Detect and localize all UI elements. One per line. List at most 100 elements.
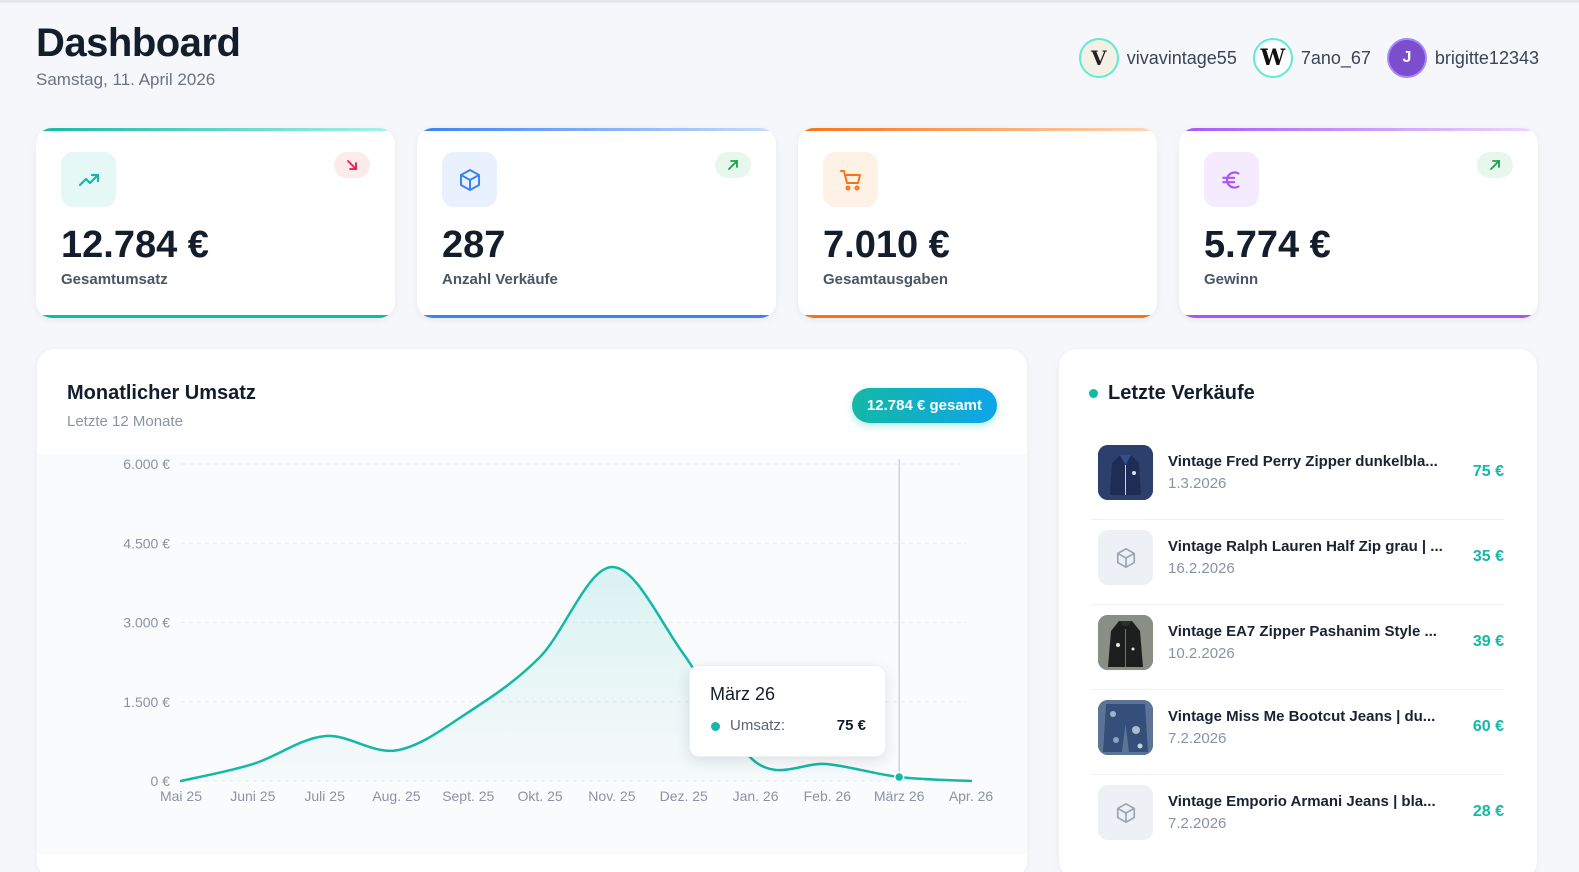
recent-sales-card: Letzte Verkäufe Vintage Fred Perry Zippe… xyxy=(1059,349,1537,872)
status-dot-icon xyxy=(1089,389,1098,398)
sale-name: Vintage Miss Me Bootcut Jeans | du... xyxy=(1168,708,1436,725)
box-icon xyxy=(442,152,497,207)
kpi-card-profit[interactable]: 5.774 € Gewinn xyxy=(1179,128,1538,318)
initial-avatar: J xyxy=(1386,38,1427,78)
kpi-value: 5.774 € xyxy=(1204,224,1331,266)
sale-name: Vintage Emporio Armani Jeans | bla... xyxy=(1168,793,1436,810)
photo-jacket-navy xyxy=(1098,445,1153,500)
trend-down-icon xyxy=(334,152,370,178)
card-accent-bottom xyxy=(1179,315,1538,318)
photo-jeans xyxy=(1098,700,1153,755)
x-tick-label: Feb. 26 xyxy=(804,788,852,804)
photo-jacket-black xyxy=(1098,615,1153,670)
sale-item[interactable]: Vintage Fred Perry Zipper dunkelbla... 1… xyxy=(1091,435,1504,520)
chart-tooltip: März 26 Umsatz: 75 € xyxy=(689,665,886,757)
series-area xyxy=(181,567,971,781)
kpi-label: Gesamtausgaben xyxy=(823,271,949,288)
account-name: brigitte12343 xyxy=(1434,47,1539,68)
chart-title: Monatlicher Umsatz xyxy=(67,382,256,404)
kpi-card-sales-count[interactable]: 287 Anzahl Verkäufe xyxy=(417,128,776,318)
tooltip-value: 75 € xyxy=(836,717,866,734)
sale-date: 7.2.2026 xyxy=(1168,815,1227,832)
kpi-label: Gesamtumsatz xyxy=(61,271,168,288)
sale-price: 39 € xyxy=(1472,633,1504,650)
x-tick-label: Nov. 25 xyxy=(588,788,635,804)
account-switcher: V vivavintage55 W 7ano_67 J brigitte1234… xyxy=(1078,38,1539,78)
cart-icon xyxy=(823,152,878,207)
x-tick-label: Juli 25 xyxy=(304,788,345,804)
x-tick-label: Juni 25 xyxy=(230,788,275,804)
kpi-label: Anzahl Verkäufe xyxy=(442,271,558,288)
sale-name: Vintage Fred Perry Zipper dunkelbla... xyxy=(1168,453,1438,470)
tooltip-series-dot xyxy=(711,722,720,731)
sale-item[interactable]: Vintage EA7 Zipper Pashanim Style ... 10… xyxy=(1091,605,1504,690)
sale-price: 35 € xyxy=(1472,548,1504,565)
page-date: Samstag, 11. April 2026 xyxy=(36,70,216,89)
x-tick-label: Jan. 26 xyxy=(733,788,779,804)
series-line xyxy=(179,565,973,783)
kpi-card-revenue[interactable]: 12.784 € Gesamtumsatz xyxy=(36,128,395,318)
trending-up-icon xyxy=(61,152,116,207)
account-brigitte12343[interactable]: J brigitte12343 xyxy=(1386,38,1539,78)
sale-price: 28 € xyxy=(1472,803,1504,820)
top-border xyxy=(0,0,1579,3)
x-tick-label: März 26 xyxy=(874,788,925,804)
sale-date: 10.2.2026 xyxy=(1168,645,1235,662)
account-name: vivavintage55 xyxy=(1126,47,1237,68)
card-accent-top xyxy=(1179,128,1538,131)
y-tick-label: 6.000 € xyxy=(123,456,170,472)
account-vivavintage55[interactable]: V vivavintage55 xyxy=(1078,38,1237,78)
sale-date: 7.2.2026 xyxy=(1168,730,1227,747)
sale-item[interactable]: Vintage Miss Me Bootcut Jeans | du... 7.… xyxy=(1091,690,1504,775)
kpi-cards: 12.784 € Gesamtumsatz 287 Anzahl Verkäuf… xyxy=(36,128,1538,318)
revenue-chart-svg[interactable]: 0 € 1.500 € 3.000 € 4.500 € 6.000 € Mai 25 Jun… xyxy=(37,454,1027,854)
tooltip-label: Umsatz: xyxy=(730,717,786,734)
kpi-value: 287 xyxy=(442,224,506,266)
trend-up-icon xyxy=(715,152,751,178)
sale-item[interactable]: Vintage Emporio Armani Jeans | bla... 7.… xyxy=(1091,775,1504,860)
trend-up-icon xyxy=(1477,152,1513,178)
kpi-label: Gewinn xyxy=(1204,271,1259,288)
x-tick-label: Okt. 25 xyxy=(518,788,563,804)
sale-date: 16.2.2026 xyxy=(1168,560,1235,577)
chart-plot-area[interactable]: 0 € 1.500 € 3.000 € 4.500 € 6.000 € Mai 25 Jun… xyxy=(37,454,1027,854)
sale-item[interactable]: Vintage Ralph Lauren Half Zip grau | ...… xyxy=(1091,520,1504,605)
account-name: 7ano_67 xyxy=(1300,47,1371,68)
y-tick-label: 1.500 € xyxy=(123,694,170,710)
sale-price: 75 € xyxy=(1472,463,1504,480)
page-header: Dashboard Samstag, 11. April 2026 xyxy=(36,20,241,90)
y-tick-label: 3.000 € xyxy=(123,615,170,631)
x-tick-label: Sept. 25 xyxy=(442,788,494,804)
card-accent-top xyxy=(417,128,776,131)
kpi-value: 7.010 € xyxy=(823,224,950,266)
account-7ano_67[interactable]: W 7ano_67 xyxy=(1252,38,1371,78)
kpi-card-expenses[interactable]: 7.010 € Gesamtausgaben xyxy=(798,128,1157,318)
tooltip-month: März 26 xyxy=(710,684,776,704)
vintage-logo-icon: V xyxy=(1078,38,1119,78)
page-title: Dashboard xyxy=(36,21,241,65)
card-accent-bottom xyxy=(417,315,776,318)
card-accent-bottom xyxy=(36,315,395,318)
card-accent-top xyxy=(36,128,395,131)
sale-name: Vintage EA7 Zipper Pashanim Style ... xyxy=(1168,623,1437,640)
y-tick-label: 0 € xyxy=(151,773,171,789)
sale-date: 1.3.2026 xyxy=(1168,475,1227,492)
euro-icon xyxy=(1204,152,1259,207)
sale-price: 60 € xyxy=(1472,718,1504,735)
chart-subtitle: Letzte 12 Monate xyxy=(67,413,183,430)
card-accent-bottom xyxy=(798,315,1157,318)
total-badge: 12.784 € gesamt xyxy=(851,388,997,423)
data-point[interactable] xyxy=(893,771,905,783)
kpi-value: 12.784 € xyxy=(61,224,209,266)
y-tick-label: 4.500 € xyxy=(123,535,170,551)
card-accent-top xyxy=(798,128,1157,131)
sale-name: Vintage Ralph Lauren Half Zip grau | ... xyxy=(1168,538,1443,555)
x-tick-label: Dez. 25 xyxy=(660,788,708,804)
x-tick-label: Apr. 26 xyxy=(949,788,994,804)
box-icon xyxy=(1098,785,1153,840)
recent-sales-title: Letzte Verkäufe xyxy=(1108,382,1255,404)
box-icon xyxy=(1098,530,1153,585)
x-tick-label: Mai 25 xyxy=(160,788,202,804)
w-logo-icon: W xyxy=(1252,38,1293,78)
x-tick-label: Aug. 25 xyxy=(372,788,420,804)
